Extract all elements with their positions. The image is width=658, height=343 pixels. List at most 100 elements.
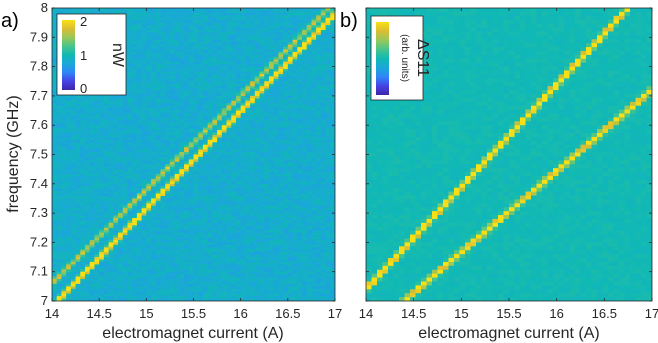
- heatmap-cell: [193, 249, 199, 253]
- heatmap-cell: [85, 269, 91, 273]
- heatmap-cell: [193, 132, 199, 136]
- heatmap-cell: [146, 103, 152, 107]
- heatmap-cell: [235, 244, 242, 248]
- heatmap-cell: [103, 174, 109, 177]
- heatmap-cell: [151, 235, 157, 238]
- heatmap-cell: [80, 178, 86, 182]
- heatmap-cell: [188, 181, 194, 185]
- heatmap-cell: [160, 227, 166, 231]
- heatmap-cell: [221, 169, 227, 172]
- heatmap-cell: [52, 208, 58, 212]
- heatmap-cell: [141, 237, 147, 241]
- heatmap-cell: [207, 286, 213, 290]
- heatmap-cell: [245, 10, 251, 14]
- heatmap-cell: [136, 247, 143, 251]
- heatmap-cell: [169, 274, 176, 277]
- heatmap-cell: [245, 149, 251, 153]
- heatmap-cell: [174, 166, 180, 170]
- heatmap-cell: [165, 95, 171, 99]
- heatmap-cell: [217, 39, 223, 43]
- heatmap-cell: [70, 293, 76, 297]
- heatmap-cell: [108, 215, 114, 219]
- heatmap-cell: [221, 142, 227, 146]
- heatmap-cell: [146, 239, 152, 243]
- heatmap-cell: [160, 127, 166, 131]
- heatmap-cell: [80, 154, 86, 158]
- heatmap-cell: [198, 76, 204, 80]
- heatmap-cell: [132, 147, 138, 151]
- heatmap-cell: [174, 222, 180, 226]
- heatmap-cell: [146, 69, 152, 72]
- heatmap-cell: [127, 22, 133, 26]
- heatmap-cell: [193, 261, 199, 265]
- heatmap-cell: [151, 139, 157, 143]
- heatmap-cell: [212, 73, 218, 77]
- heatmap-cell: [198, 110, 204, 114]
- heatmap-cell: [179, 66, 185, 70]
- heatmap-cell: [118, 171, 124, 175]
- heatmap-cell: [103, 108, 109, 111]
- heatmap-cell: [127, 208, 133, 212]
- heatmap-cell: [179, 83, 185, 87]
- heatmap-cell: [160, 166, 166, 170]
- heatmap-cell: [155, 232, 161, 236]
- heatmap-cell: [221, 244, 227, 248]
- heatmap-cell: [160, 171, 166, 175]
- heatmap-cell: [235, 91, 242, 94]
- heatmap-cell: [56, 196, 62, 199]
- heatmap-cell: [198, 249, 204, 253]
- heatmap-cell: [235, 186, 242, 190]
- heatmap-cell: [202, 220, 209, 224]
- heatmap-cell: [99, 191, 105, 194]
- heatmap-cell: [132, 156, 138, 160]
- heatmap-cell: [193, 152, 199, 155]
- heatmap-cell: [141, 76, 147, 80]
- heatmap-cell: [245, 73, 251, 77]
- heatmap-cell: [231, 176, 237, 180]
- heatmap-cell: [202, 242, 209, 246]
- heatmap-cell: [136, 298, 143, 301]
- heatmap-cell: [108, 261, 114, 265]
- heatmap-cell: [217, 213, 223, 216]
- heatmap-cell: [179, 210, 185, 214]
- heatmap-cell: [174, 139, 180, 143]
- heatmap-cell: [56, 166, 62, 170]
- heatmap-cell: [160, 210, 166, 214]
- heatmap-cell: [212, 176, 218, 180]
- heatmap-cell: [146, 296, 152, 299]
- heatmap-cell: [52, 220, 58, 224]
- heatmap-cell: [61, 191, 67, 194]
- heatmap-cell: [85, 125, 91, 129]
- heatmap-cell: [80, 288, 86, 292]
- heatmap-cell: [207, 8, 213, 11]
- heatmap-cell: [61, 188, 67, 192]
- heatmap-cell: [94, 196, 100, 199]
- heatmap-cell: [103, 142, 109, 146]
- heatmap-cell: [132, 88, 138, 92]
- heatmap-cell: [226, 276, 232, 280]
- heatmap-cell: [127, 215, 133, 219]
- heatmap-cell: [198, 208, 204, 212]
- heatmap-cell: [89, 230, 95, 234]
- heatmap-cell: [52, 98, 58, 102]
- heatmap-cell: [108, 103, 114, 107]
- heatmap-cell: [207, 88, 213, 92]
- heatmap-cell: [80, 125, 86, 129]
- heatmap-cell: [155, 27, 161, 31]
- heatmap-cell: [207, 34, 213, 38]
- heatmap-cell: [207, 174, 213, 177]
- heatmap-cell: [198, 132, 204, 136]
- heatmap-cell: [70, 171, 76, 175]
- heatmap-cell: [231, 12, 237, 16]
- heatmap-cell: [212, 196, 218, 199]
- heatmap-cell: [202, 203, 209, 207]
- heatmap-cell: [245, 78, 251, 82]
- heatmap-cell: [193, 100, 199, 104]
- heatmap-cell: [221, 296, 227, 299]
- heatmap-cell: [231, 137, 237, 141]
- heatmap-cell: [136, 122, 143, 126]
- heatmap-cell: [94, 174, 100, 177]
- heatmap-cell: [198, 176, 204, 180]
- heatmap-cell: [226, 147, 232, 151]
- heatmap-cell: [61, 205, 67, 209]
